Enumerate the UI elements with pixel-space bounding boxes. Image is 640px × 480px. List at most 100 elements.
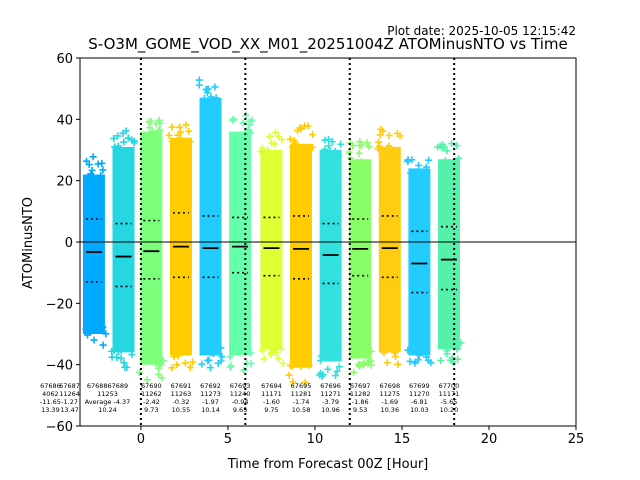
orbit-point (358, 141, 366, 149)
orbit-point (404, 157, 412, 165)
orbit-stat-text: -1.27 (61, 398, 78, 406)
orbit-stat-text: 9.75 (264, 406, 278, 414)
orbit-stat-text: -0.94 (232, 398, 249, 406)
orbit-point (212, 94, 220, 102)
orbit-point (108, 347, 116, 355)
orbit-stat-text: 67698 (379, 382, 400, 390)
orbit-point (258, 144, 266, 152)
orbit-point (120, 138, 128, 146)
orbit-point (148, 127, 156, 135)
orbit-point (379, 127, 387, 135)
orbit-point (185, 127, 193, 135)
orbit-point (364, 360, 372, 368)
orbit-stat-text: 67697 (350, 382, 371, 390)
orbit-point (385, 131, 393, 139)
overlay-stat-text: Average -4.37 (85, 398, 131, 406)
orbit-stat-text: 11282 (350, 390, 371, 398)
orbit-stat-text: 67694 (261, 382, 282, 390)
orbit-point (155, 370, 163, 378)
orbit-point (346, 154, 354, 162)
orbit-point (110, 135, 118, 143)
x-tick-label: 15 (394, 432, 411, 447)
orbit-point (176, 135, 184, 143)
orbit-stat-text: 67687 (59, 382, 80, 390)
orbit-stat-text: 13.47 (60, 406, 79, 414)
orbit-point (156, 126, 164, 134)
orbit-stat-text: 11264 (59, 390, 80, 398)
orbit-point (383, 359, 391, 367)
orbit-point (367, 347, 375, 355)
overlay-stat-text: 11253 (97, 390, 118, 398)
orbit-point (181, 359, 189, 367)
orbit-band-67693 (229, 131, 252, 356)
orbit-band-67694 (260, 150, 283, 350)
orbit-stat-text: -6.81 (411, 398, 428, 406)
orbit-point (363, 139, 371, 147)
orbit-point (244, 346, 252, 354)
orbit-point (289, 143, 297, 151)
orbit-point (415, 161, 423, 169)
orbit-point (266, 133, 274, 141)
orbit-point (422, 353, 430, 361)
orbit-point (274, 354, 282, 362)
orbit-point (231, 347, 239, 355)
orbit-point (330, 353, 338, 361)
orbit-band-67697 (349, 159, 372, 359)
orbit-band-67699 (408, 168, 431, 356)
orbit-point (176, 123, 184, 131)
orbit-point (135, 368, 143, 376)
orbit-stat-text: -1.60 (263, 398, 280, 406)
orbit-point (146, 124, 154, 132)
orbit-band-67686 (82, 174, 105, 334)
chart-title: S-O3M_GOME_VOD_XX_M01_20251004Z ATOMinus… (88, 35, 567, 54)
orbit-point (408, 156, 416, 164)
orbit-point (386, 340, 394, 348)
orbit-point (170, 353, 178, 361)
orbit-point (355, 360, 363, 368)
orbit-stat-text: 9.53 (353, 406, 367, 414)
orbit-stat-text: 10.20 (440, 406, 459, 414)
orbit-point (355, 149, 363, 157)
orbit-stat-text: 4062 (42, 390, 59, 398)
plot-date: Plot date: 2025-10-05 12:15:42 (387, 24, 576, 38)
orbit-point (98, 159, 106, 167)
orbit-point (83, 157, 91, 165)
orbit-series-67698 (374, 125, 404, 368)
orbit-point (297, 363, 305, 371)
orbit-point (367, 361, 375, 369)
orbit-stat-text: -1.97 (202, 398, 219, 406)
orbit-stat-text: 10.58 (292, 406, 311, 414)
orbit-point (278, 136, 286, 144)
orbit-point (273, 343, 281, 351)
orbit-stat-text: 67693 (230, 382, 251, 390)
orbit-stat-text: 67695 (291, 382, 312, 390)
orbit-point (393, 129, 401, 137)
orbit-point (326, 147, 334, 155)
orbit-point (455, 154, 463, 162)
orbit-point (267, 351, 275, 359)
orbit-point (147, 352, 155, 360)
orbit-point (195, 76, 203, 84)
orbit-point (317, 352, 325, 360)
orbit-stat-text: -5.65 (441, 398, 458, 406)
orbit-series-67694 (256, 128, 287, 368)
orbit-point (260, 355, 268, 363)
orbit-series-67690 (135, 116, 167, 384)
orbit-stat-text: 11275 (379, 390, 400, 398)
orbit-point (374, 145, 382, 153)
orbit-point (122, 127, 130, 135)
orbit-stat-text: 11240 (230, 390, 251, 398)
orbit-point (88, 166, 96, 174)
orbit-series-67699 (403, 156, 435, 367)
orbit-point (412, 170, 420, 178)
orbit-point (325, 142, 333, 150)
orbit-point (407, 169, 415, 177)
orbit-point (158, 374, 166, 382)
orbit-point (376, 131, 384, 139)
orbit-stat-text: 9.65 (233, 406, 247, 414)
orbit-stat-text: 9.73 (144, 406, 158, 414)
orbit-point (99, 166, 107, 174)
overlay-stat-text: 10.24 (98, 406, 117, 414)
orbit-stat-text: -3.79 (322, 398, 339, 406)
